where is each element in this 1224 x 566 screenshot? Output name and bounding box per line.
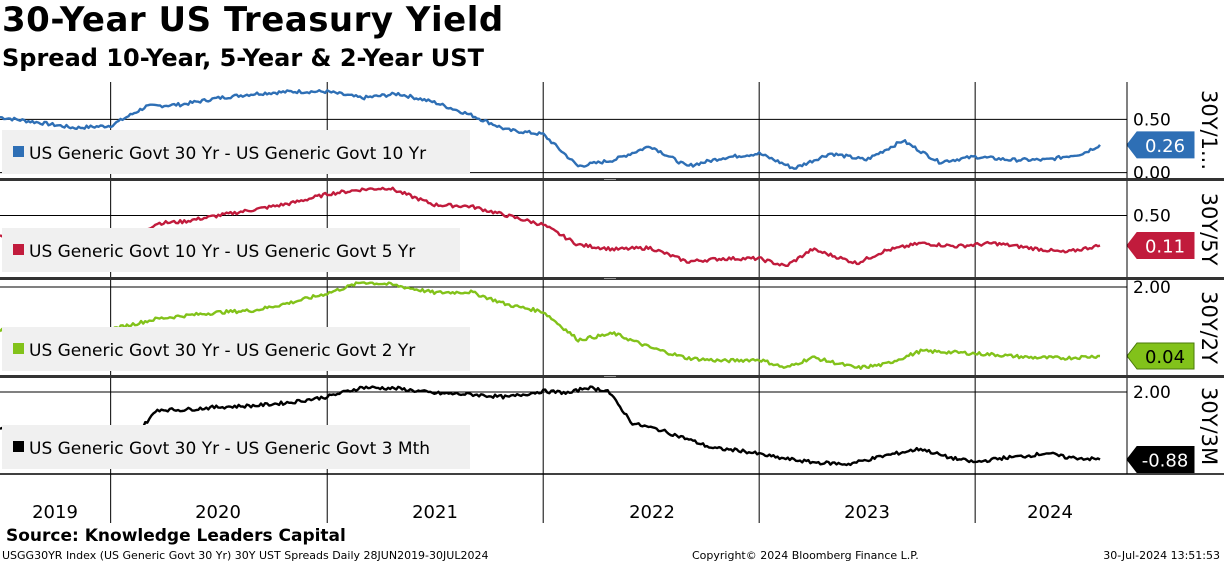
panel-3: 2.00 US Generic Govt 30 Yr - US Generic G… [0,278,1224,378]
panel-4: 2.00 US Generic Govt 30 Yr - US Generic G… [0,378,1221,474]
last-value-tag [1126,342,1195,370]
y-axis-title: 30Y/3M [1197,387,1221,465]
panel-splitter-grip [604,278,616,279]
legend-box [2,228,460,272]
x-tick-label: 2024 [1027,502,1073,523]
last-value-label: 0.04 [1145,347,1185,368]
footer-index-info: USGG30YR Index (US Generic Govt 30 Yr) 3… [2,549,489,562]
legend-swatch [13,343,24,354]
y-tick-label: 2.00 [1133,278,1171,298]
source-note: Source: Knowledge Leaders Capital [6,526,346,546]
series-line [0,281,1101,370]
last-value-tag [1126,445,1195,473]
last-value-label: -0.88 [1142,450,1189,471]
legend-label: US Generic Govt 30 Yr - US Generic Govt … [29,439,430,459]
y-tick-label: 0.50 [1133,207,1171,227]
x-tick-label: 2023 [844,502,890,523]
x-tick-label: 2021 [412,502,458,523]
legend-swatch [13,441,24,452]
legend-swatch [13,244,24,255]
legend-box [2,130,470,174]
series-line [0,89,1101,170]
series-line [0,186,1101,267]
legend-box [2,425,470,469]
legend-swatch [13,146,24,157]
chart-subtitle: Spread 10-Year, 5-Year & 2-Year UST [2,44,484,72]
footer-timestamp: 30-Jul-2024 13:51:53 [1103,549,1220,562]
last-value-label: 0.11 [1145,237,1185,258]
x-tick-label: 2022 [629,502,675,523]
series-line [0,385,1101,467]
legend-label: US Generic Govt 30 Yr - US Generic Govt … [29,144,426,164]
legend-label: US Generic Govt 30 Yr - US Generic Govt … [29,341,415,361]
panel-splitter-grip [604,179,616,180]
y-tick-label: 0.50 [1133,110,1171,130]
y-axis-title: 30Y/1... [1197,90,1221,170]
footer-copyright: Copyright© 2024 Bloomberg Finance L.P. [692,549,919,562]
legend-label: US Generic Govt 10 Yr - US Generic Govt … [29,242,415,262]
y-axis-title: 30Y/5Y [1197,193,1221,266]
legend-box [2,327,470,371]
x-tick-label: 2020 [195,502,241,523]
y-tick-label: 2.00 [1133,383,1171,403]
last-value-tag [1126,232,1195,260]
panel-splitter-grip [604,376,616,377]
last-value-label: 0.26 [1145,136,1185,157]
x-axis: 2019 2020 2021 2022 2023 2024 [0,473,1224,523]
last-value-tag [1126,131,1195,159]
chart-title: 30-Year US Treasury Yield [2,0,504,40]
y-axis-title: 30Y/2Y [1197,291,1221,364]
x-tick-label: 2019 [32,502,78,523]
panel-2: 0.50 US Generic Govt 10 Yr - US Generic G… [0,181,1224,280]
